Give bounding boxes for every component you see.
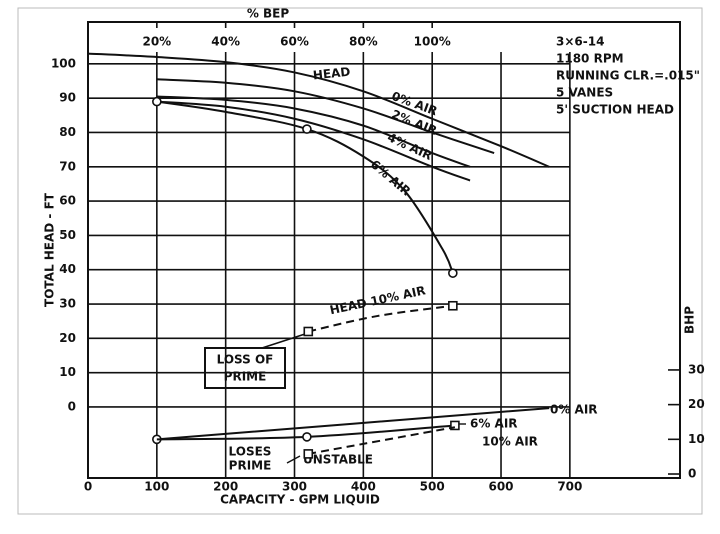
x2-tick-label: 20% [142,35,171,49]
series-line [156,407,550,441]
x2-tick-label: 60% [280,35,309,49]
series-line [156,95,471,168]
note: 3×6-14 [556,35,604,49]
y2-axis-title: BHP [683,306,697,334]
x-tick-label: 0 [84,480,92,494]
note: 5 VANES [556,86,613,100]
y2-tick-label: 10 [688,432,705,446]
top-axis-title: % BEP [247,7,290,21]
y-tick-label: 80 [59,125,76,139]
x2-tick-label: 100% [414,35,451,49]
series-line [87,52,550,168]
annotation: UNSTABLE [303,453,373,467]
note: RUNNING CLR.=.015" [556,69,700,83]
y-tick-label: 50 [59,228,76,242]
annotation-arrow [261,333,306,349]
annotation-box [204,347,286,389]
x-tick-label: 400 [351,480,376,494]
point-marker [152,96,162,107]
series-line [308,426,456,455]
series-label: 0% AIR [550,403,598,417]
y-tick-label: 60 [59,194,76,208]
annotation: PRIME [229,459,272,473]
series-label: 6% AIR [368,157,413,198]
y2-tick-label: 30 [688,362,705,376]
series-line [156,100,471,182]
series-label: HEAD [312,65,351,83]
point-marker [448,268,458,278]
series-line [156,78,495,155]
point-marker [303,326,314,337]
annotation: LOSS OF [217,353,274,367]
series-label: HEAD 10% AIR [328,283,426,317]
y-axis-title: TOTAL HEAD - FT [43,192,57,307]
x2-tick-label: 40% [211,35,240,49]
plot-frame [87,21,681,479]
y-tick-label: 20 [59,331,76,345]
point-marker [303,449,314,459]
annotation-arrow [286,455,301,464]
annotation: PRIME [224,370,267,384]
y2-tick-label: 20 [688,397,705,411]
point-marker [448,300,458,311]
y-tick-label: 100 [51,56,76,70]
x-tick-label: 300 [282,480,307,494]
y-tick-label: 10 [59,365,76,379]
x-tick-label: 200 [213,480,238,494]
page-border [17,7,703,515]
x-tick-label: 500 [420,480,445,494]
x-tick-label: 600 [488,480,513,494]
series-label: 6% AIR [470,417,518,431]
series-label: 10% AIR [482,435,538,449]
x2-tick-label: 80% [349,35,378,49]
note: 1180 RPM [556,52,624,66]
x-tick-label: 100 [144,480,169,494]
x-axis-title: CAPACITY - GPM LIQUID [220,493,380,507]
y-tick-label: 90 [59,91,76,105]
note: 5' SUCTION HEAD [556,103,674,117]
y2-tick-label: 0 [688,467,696,481]
y-tick-label: 40 [59,262,76,276]
x-tick-label: 700 [557,480,582,494]
y-tick-label: 30 [59,297,76,311]
annotation: LOSES [229,445,272,459]
y-tick-label: 70 [59,159,76,173]
series-line [156,100,454,274]
series-line [308,304,453,333]
y-tick-label: 0 [68,399,76,413]
point-marker [302,432,312,442]
point-marker [302,124,312,134]
point-marker [450,420,460,431]
